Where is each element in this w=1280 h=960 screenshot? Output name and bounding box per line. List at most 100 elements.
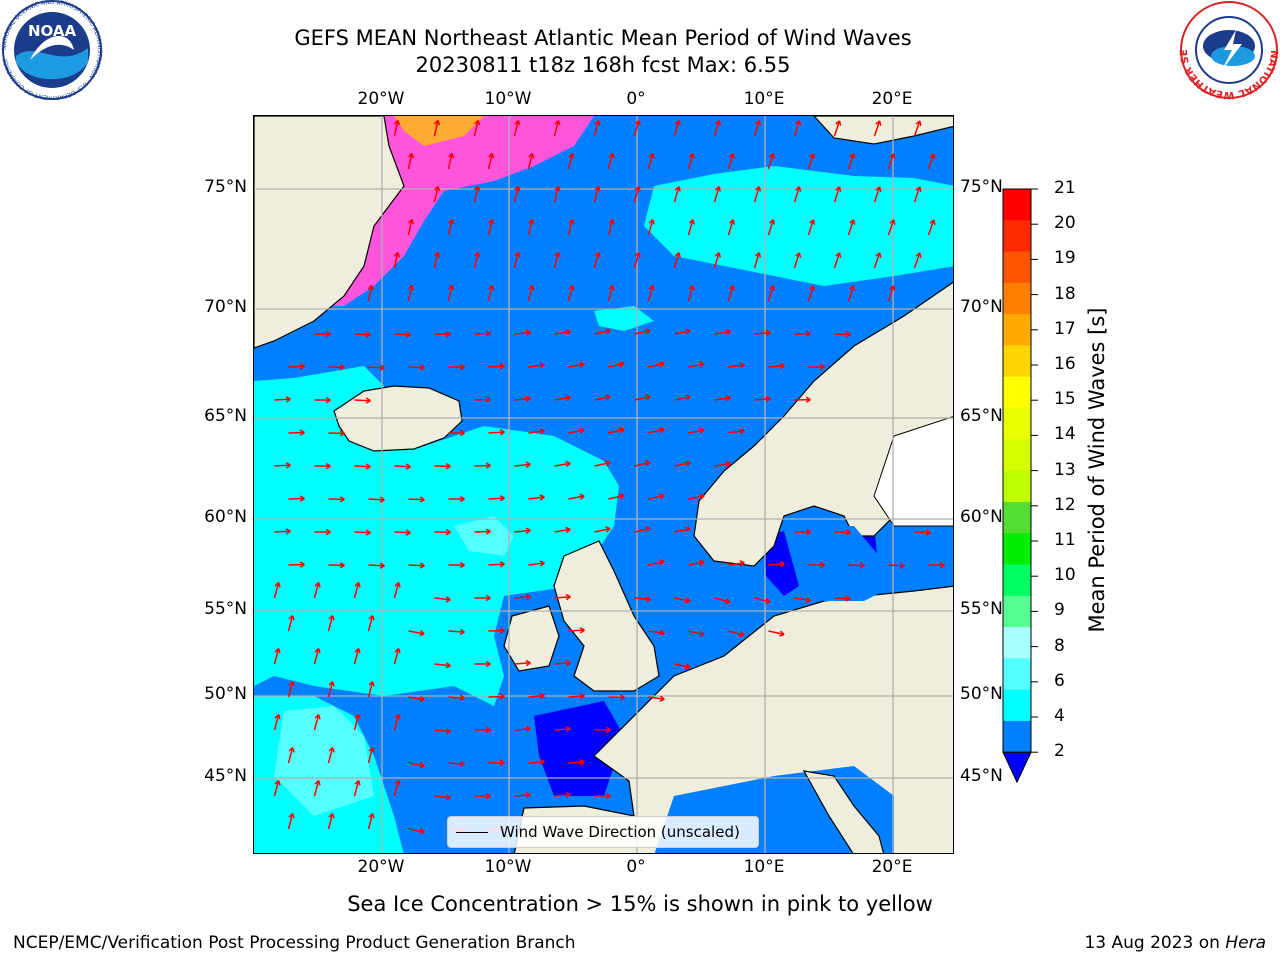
wind-wave-arrowhead <box>365 397 371 404</box>
wind-wave-arrowhead <box>754 120 762 126</box>
wind-wave-arrow <box>354 399 371 402</box>
wind-wave-arrow <box>713 252 720 269</box>
wind-wave-arrow <box>474 464 491 467</box>
wind-wave-arrow <box>434 729 451 733</box>
wind-wave-arrow <box>473 252 479 269</box>
wind-wave-arrowhead <box>634 120 641 126</box>
wind-wave-arrowhead <box>765 597 771 605</box>
wind-wave-arrowhead <box>849 153 856 159</box>
wind-wave-arrow <box>633 186 640 203</box>
wind-wave-arrow <box>554 727 571 731</box>
wind-wave-arrowhead <box>539 758 545 766</box>
wind-wave-arrowhead <box>539 560 545 567</box>
wind-wave-arrow <box>488 497 505 500</box>
wind-wave-arrow <box>274 530 291 533</box>
colorbar-tick-label: 4 <box>1054 706 1065 726</box>
wind-wave-arrow <box>514 529 531 533</box>
lat-label-left: 65°N <box>204 406 247 426</box>
wind-wave-arrow <box>408 564 425 567</box>
wind-wave-arrowhead <box>314 648 321 654</box>
wind-wave-arrowhead <box>699 493 705 500</box>
lon-label-top: 20°W <box>357 89 405 109</box>
wind-wave-arrowhead <box>634 186 641 192</box>
wind-wave-arrow <box>553 186 560 203</box>
wind-wave-arrowhead <box>648 285 655 291</box>
wind-wave-arrowhead <box>605 328 611 335</box>
wind-wave-arrowhead <box>499 693 505 700</box>
legend-label: Wind Wave Direction (unscaled) <box>500 823 740 841</box>
wind-wave-arrowhead <box>328 681 335 687</box>
wind-wave-arrowhead <box>528 152 535 159</box>
wind-wave-arrow <box>593 186 600 203</box>
wind-wave-arrowhead <box>394 714 401 720</box>
wind-wave-arrowhead <box>699 361 705 368</box>
wind-wave-arrow <box>568 363 585 368</box>
legend-line-swatch <box>456 831 488 833</box>
wind-wave-arrow <box>714 597 731 603</box>
lon-label-top: 10°W <box>484 89 532 109</box>
colorbar-swatch <box>1003 658 1031 691</box>
wind-wave-arrowhead <box>499 429 505 436</box>
wind-wave-arrowhead <box>514 185 521 192</box>
wind-wave-arrowhead <box>445 794 451 801</box>
wind-wave-arrowhead <box>365 331 371 338</box>
wind-wave-arrowhead <box>619 694 625 701</box>
wind-wave-arrow <box>608 494 625 500</box>
wind-wave-arrowhead <box>738 631 745 638</box>
wind-wave-arrow <box>607 219 614 236</box>
wind-wave-arrow <box>514 331 531 335</box>
wind-wave-arrow <box>408 366 425 369</box>
wind-wave-arrow <box>274 464 291 467</box>
wind-wave-arrowhead <box>474 119 481 126</box>
sea-ice-region <box>394 116 484 146</box>
wind-wave-arrowhead <box>539 494 545 501</box>
wind-wave-arrowhead <box>488 152 495 159</box>
wind-wave-arrow <box>927 219 935 236</box>
wind-wave-arrow <box>914 531 931 534</box>
wind-wave-arrow <box>768 630 785 636</box>
wind-wave-arrowhead <box>539 428 545 435</box>
wind-wave-arrow <box>648 428 665 434</box>
wind-wave-arrow <box>713 120 720 137</box>
wind-wave-arrow <box>888 564 905 567</box>
wind-wave-arrowhead <box>514 119 521 126</box>
wind-wave-arrowhead <box>579 493 585 500</box>
wind-wave-arrow <box>674 329 691 335</box>
colorbar-tick-label: 20 <box>1054 213 1076 234</box>
wind-wave-arrow <box>728 364 745 368</box>
wind-wave-arrow <box>514 596 531 599</box>
wind-wave-arrow <box>513 186 520 203</box>
wind-wave-arrow <box>407 219 413 236</box>
wind-wave-arrow <box>887 219 895 236</box>
wind-wave-arrowhead <box>725 328 731 336</box>
wind-wave-arrowhead <box>525 659 531 667</box>
wind-wave-arrow <box>354 465 371 468</box>
wind-wave-arrow <box>714 462 731 467</box>
wind-wave-arrow <box>408 630 425 635</box>
colorbar-swatch <box>1003 720 1031 753</box>
wind-wave-arrowhead <box>685 394 691 401</box>
wind-wave-arrowhead <box>288 681 295 687</box>
lat-label-left: 70°N <box>204 297 247 317</box>
wind-wave-arrow <box>528 694 545 698</box>
wind-wave-arrowhead <box>445 662 451 669</box>
wind-wave-arrow <box>513 120 520 137</box>
wind-wave-arrowhead <box>488 284 495 291</box>
wind-wave-arrow <box>368 498 385 501</box>
wind-wave-arrow <box>648 696 665 700</box>
wind-wave-arrowhead <box>779 362 785 370</box>
wind-wave-arrow <box>648 494 665 500</box>
wind-wave-arrow <box>767 285 774 302</box>
wind-wave-arrow <box>287 813 294 830</box>
wind-wave-arrowhead <box>488 218 495 225</box>
lon-label-top: 20°E <box>871 89 913 109</box>
wind-wave-arrowhead <box>419 696 425 703</box>
wind-wave-arrow <box>727 153 734 170</box>
wind-wave-arrowhead <box>445 596 451 603</box>
wind-wave-arrowhead <box>728 285 736 291</box>
wind-wave-arrowhead <box>539 362 545 369</box>
wind-wave-arrow <box>568 695 585 698</box>
wind-wave-arrowhead <box>725 394 731 402</box>
wind-wave-arrow <box>313 780 320 797</box>
wind-wave-arrow <box>353 648 360 665</box>
